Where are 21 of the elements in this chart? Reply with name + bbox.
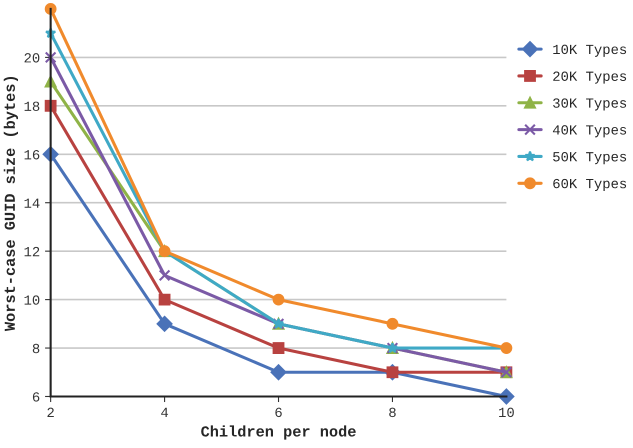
y-tick-label: 12 — [24, 246, 40, 256]
legend-label: 10K Types — [553, 44, 626, 57]
y-tick-label: 18 — [24, 102, 40, 112]
y-tick-label: 6 — [32, 392, 40, 402]
y-tick-label: 14 — [24, 198, 40, 208]
x-axis-title: Children per node — [201, 425, 356, 440]
legend-label: 30K Types — [553, 98, 626, 111]
y-axis-title: Worst-case GUID size (bytes) — [4, 76, 18, 332]
x-tick-label: 6 — [275, 408, 282, 418]
x-tick-label: 8 — [389, 408, 396, 418]
legend-label: 50K Types — [553, 152, 626, 164]
x-tick-label: 2 — [47, 408, 54, 417]
legend-label: 60K Types — [553, 178, 626, 192]
legend-label: 20K Types — [553, 72, 626, 84]
legend-label: 40K Types — [552, 125, 626, 138]
x-tick-label: 4 — [161, 408, 168, 417]
y-tick-label: 8 — [32, 344, 40, 354]
x-tick-label: 10 — [499, 408, 514, 418]
y-tick-label: 10 — [24, 295, 40, 305]
y-tick-label: 16 — [24, 150, 40, 160]
y-tick-label: 20 — [24, 53, 40, 63]
